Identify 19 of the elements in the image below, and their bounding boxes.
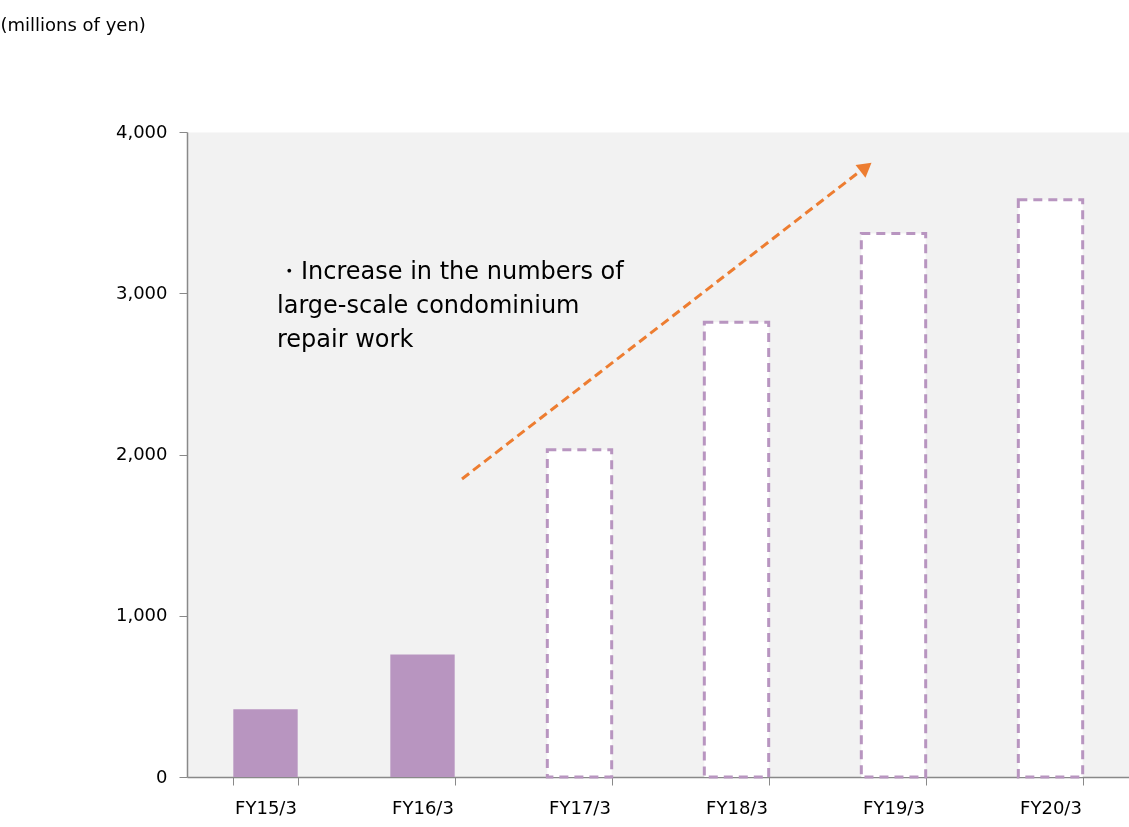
bar [390, 654, 455, 777]
y-tick-label: 0 [156, 765, 168, 787]
x-tick-label: FY15/3 [235, 796, 297, 818]
x-tick-label: FY17/3 [549, 796, 611, 818]
x-tick-label: FY18/3 [706, 796, 768, 818]
x-tick-label: FY19/3 [863, 796, 925, 818]
y-tick-label: 1,000 [115, 604, 168, 626]
bar [702, 320, 771, 779]
x-tick-label: FY16/3 [392, 796, 454, 818]
y-axis-title: (millions of yen) [0, 13, 146, 35]
bar [1016, 198, 1085, 779]
y-tick-label: 3,000 [115, 281, 168, 303]
bar [545, 448, 614, 779]
bar [233, 709, 298, 777]
y-tick-label: 4,000 [115, 120, 168, 142]
bar [859, 232, 928, 779]
y-tick-label: 2,000 [115, 443, 168, 464]
annotation: ・Increase in the numbers of large-scale condominium repair work [277, 257, 625, 353]
x-tick-label: FY20/3 [1020, 796, 1082, 818]
